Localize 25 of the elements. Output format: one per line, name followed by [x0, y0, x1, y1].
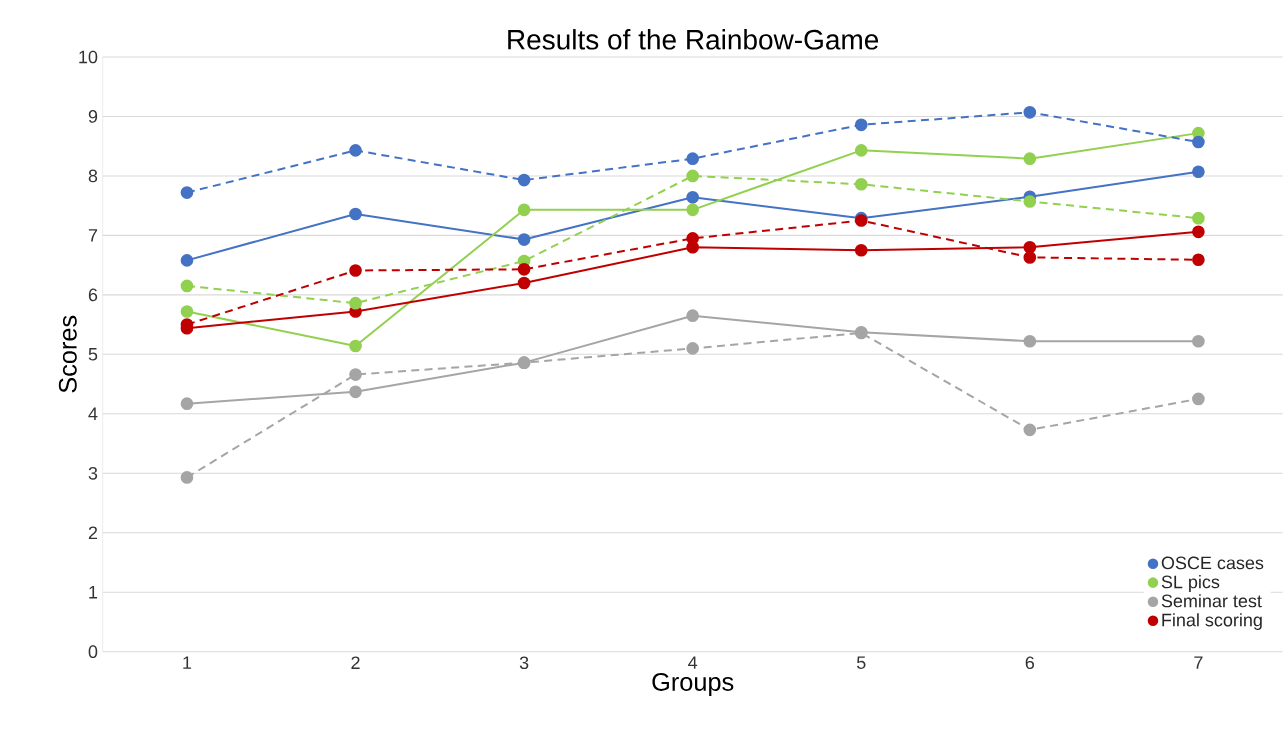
y-axis-title: Scores	[58, 315, 77, 393]
x-tick-label: 1	[183, 656, 192, 669]
x-tick-label: 4	[688, 656, 698, 669]
x-tick-label: 3	[519, 656, 529, 670]
legend-label: SL pics	[1161, 575, 1220, 592]
y-tick-label: 5	[88, 348, 98, 361]
y-tick-label: 7	[88, 229, 98, 242]
x-tick-label: 7	[1194, 656, 1203, 669]
y-tick-label: 8	[88, 169, 98, 183]
y-tick-label: 1	[89, 586, 98, 599]
y-tick-label: 3	[88, 466, 98, 480]
legend-label: Final scoring	[1162, 613, 1262, 630]
y-tick-label: 9	[88, 110, 98, 123]
y-tick-label: 0	[88, 645, 98, 659]
legend-label: OSCE cases	[1161, 556, 1264, 570]
y-tick-label: 2	[88, 526, 98, 540]
y-tick-label: 4	[88, 407, 98, 420]
x-tick-label: 2	[351, 656, 360, 669]
chart-title: Results of the Rainbow-Game	[508, 29, 879, 50]
x-tick-label: 5	[856, 656, 866, 669]
x-tick-label: 6	[1025, 656, 1035, 670]
x-axis-title: Groups	[652, 672, 734, 696]
y-tick-label: 10	[79, 50, 98, 64]
y-tick-label: 6	[88, 288, 98, 302]
legend-label: Seminar test	[1161, 594, 1262, 608]
